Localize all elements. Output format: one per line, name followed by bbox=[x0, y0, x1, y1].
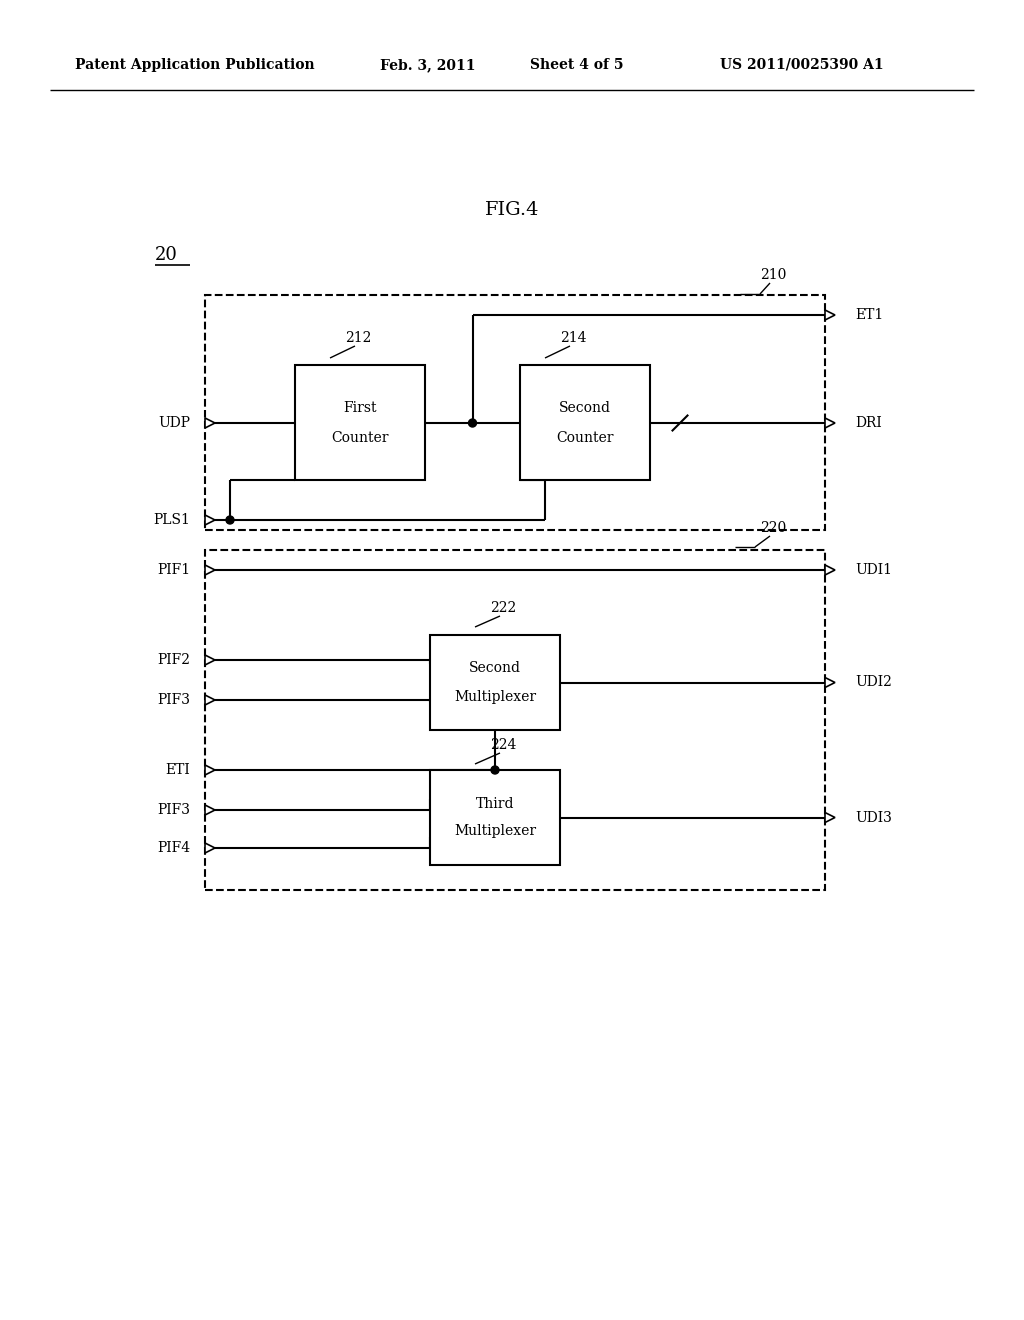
Text: PIF4: PIF4 bbox=[157, 841, 190, 855]
Polygon shape bbox=[205, 766, 215, 775]
Polygon shape bbox=[205, 696, 215, 705]
Text: UDP: UDP bbox=[158, 416, 190, 430]
Text: Feb. 3, 2011: Feb. 3, 2011 bbox=[380, 58, 475, 73]
Text: UDI3: UDI3 bbox=[855, 810, 892, 825]
Polygon shape bbox=[205, 418, 215, 428]
Text: PIF3: PIF3 bbox=[157, 693, 190, 708]
Text: Counter: Counter bbox=[556, 430, 613, 445]
Text: Second: Second bbox=[469, 661, 521, 676]
Circle shape bbox=[469, 418, 476, 426]
Polygon shape bbox=[205, 565, 215, 576]
Polygon shape bbox=[825, 418, 835, 428]
Text: PIF2: PIF2 bbox=[157, 653, 190, 667]
Text: 20: 20 bbox=[155, 246, 178, 264]
Text: PIF3: PIF3 bbox=[157, 803, 190, 817]
Polygon shape bbox=[825, 565, 835, 576]
Bar bbox=[205, 550, 825, 890]
Text: 220: 220 bbox=[760, 521, 786, 535]
Circle shape bbox=[226, 516, 234, 524]
Bar bbox=[205, 294, 825, 531]
Text: UDI1: UDI1 bbox=[855, 564, 892, 577]
Polygon shape bbox=[205, 843, 215, 853]
Polygon shape bbox=[825, 310, 835, 319]
Text: First: First bbox=[343, 400, 377, 414]
Polygon shape bbox=[825, 813, 835, 822]
Text: Multiplexer: Multiplexer bbox=[454, 689, 536, 704]
Polygon shape bbox=[205, 655, 215, 665]
Bar bbox=[295, 366, 425, 480]
Text: DRI: DRI bbox=[855, 416, 882, 430]
Text: FIG.4: FIG.4 bbox=[484, 201, 540, 219]
Polygon shape bbox=[205, 515, 215, 525]
Text: Sheet 4 of 5: Sheet 4 of 5 bbox=[530, 58, 624, 73]
Circle shape bbox=[490, 766, 499, 774]
Text: 222: 222 bbox=[490, 601, 516, 615]
Text: Counter: Counter bbox=[331, 430, 389, 445]
Polygon shape bbox=[205, 805, 215, 814]
Text: UDI2: UDI2 bbox=[855, 676, 892, 689]
Text: Patent Application Publication: Patent Application Publication bbox=[75, 58, 314, 73]
Text: Second: Second bbox=[559, 400, 611, 414]
Text: PIF1: PIF1 bbox=[157, 564, 190, 577]
Text: PLS1: PLS1 bbox=[154, 513, 190, 527]
Text: US 2011/0025390 A1: US 2011/0025390 A1 bbox=[720, 58, 884, 73]
Text: Multiplexer: Multiplexer bbox=[454, 825, 536, 838]
Text: 214: 214 bbox=[560, 331, 587, 345]
Text: Third: Third bbox=[476, 796, 514, 810]
Text: 210: 210 bbox=[760, 268, 786, 282]
Bar bbox=[430, 770, 560, 865]
Polygon shape bbox=[825, 677, 835, 688]
Text: ET1: ET1 bbox=[855, 308, 884, 322]
Bar bbox=[520, 366, 650, 480]
Text: 224: 224 bbox=[490, 738, 516, 752]
Text: ETI: ETI bbox=[165, 763, 190, 777]
Bar bbox=[430, 635, 560, 730]
Text: 212: 212 bbox=[345, 331, 372, 345]
